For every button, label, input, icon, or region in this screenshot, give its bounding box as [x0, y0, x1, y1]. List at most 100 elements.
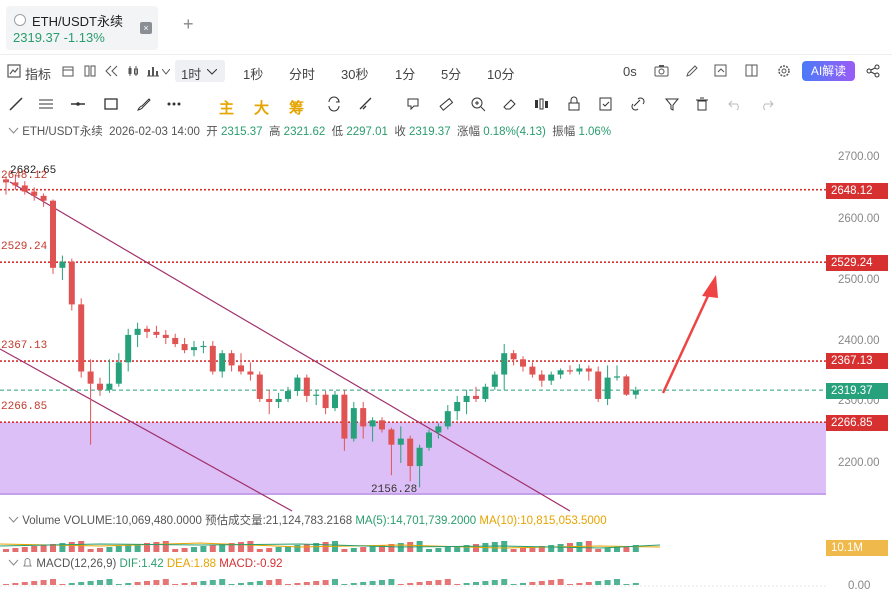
- candle: [473, 395, 479, 399]
- large-order-button[interactable]: 大: [254, 100, 270, 117]
- bar-chart-icon[interactable]: [146, 65, 160, 77]
- add-tab-icon[interactable]: +: [183, 14, 194, 34]
- layout-icon[interactable]: [745, 64, 759, 78]
- chip-distribution-button[interactable]: 筹: [289, 100, 305, 117]
- level-label-2648: 2648.12: [1, 170, 48, 182]
- template-save-icon[interactable]: [598, 96, 614, 112]
- trash-icon[interactable]: [694, 96, 710, 112]
- volume-bar: [181, 548, 188, 552]
- interval-10m[interactable]: 10分: [487, 67, 515, 82]
- bell-icon[interactable]: [22, 557, 33, 568]
- candle: [388, 429, 395, 445]
- candle: [191, 347, 197, 351]
- magnet-icon[interactable]: [358, 96, 374, 112]
- volume-name: Volume: [22, 515, 61, 527]
- collapse-icon[interactable]: [8, 125, 19, 136]
- candle-visibility-icon[interactable]: [534, 96, 550, 112]
- candle: [247, 371, 254, 375]
- macd-bar: [548, 580, 555, 585]
- candle: [341, 394, 348, 439]
- candle: [285, 391, 291, 399]
- filter-icon[interactable]: [664, 96, 680, 112]
- macd-bar: [97, 580, 103, 585]
- open-label: 开: [206, 126, 218, 138]
- collapse-icon[interactable]: [8, 557, 19, 568]
- candle: [125, 334, 132, 363]
- collapse-icon[interactable]: [8, 514, 19, 525]
- close-icon[interactable]: ×: [140, 22, 152, 34]
- template-icon[interactable]: [62, 65, 74, 77]
- candle: [181, 344, 188, 351]
- macd-bar: [388, 579, 395, 585]
- candle: [491, 374, 498, 387]
- candle: [557, 370, 564, 375]
- volume-bar: [3, 549, 9, 552]
- text-note-icon[interactable]: [406, 96, 422, 112]
- rectangle-icon[interactable]: [103, 96, 119, 112]
- symbol-tab[interactable]: ETH/USDT永续 2319.37 -1.13% ×: [6, 6, 158, 50]
- sync-icon[interactable]: [326, 96, 342, 112]
- main-force-button[interactable]: 主: [219, 100, 235, 117]
- indicator-button[interactable]: 指标: [25, 67, 52, 82]
- redo-icon[interactable]: [759, 96, 775, 112]
- interval-1m[interactable]: 1分: [395, 67, 416, 82]
- alert-icon[interactable]: [714, 64, 728, 78]
- macd-bar: [21, 582, 28, 585]
- macd-bar: [275, 579, 282, 585]
- settings-icon[interactable]: [777, 64, 791, 78]
- volume-bar: [31, 546, 38, 552]
- brush-icon[interactable]: [136, 96, 152, 112]
- chevron-down-icon[interactable]: [207, 69, 217, 75]
- volume-bar: [360, 547, 367, 552]
- link-icon[interactable]: [630, 96, 646, 112]
- macd-bar: [614, 579, 620, 585]
- share-icon[interactable]: [866, 64, 880, 78]
- interval-1h-button[interactable]: [175, 60, 225, 82]
- compare-icon[interactable]: [84, 65, 96, 77]
- candle-type-icon[interactable]: [127, 65, 140, 77]
- drawing-toolbar: 主 大 筹: [0, 92, 892, 117]
- macd-bar: [200, 581, 207, 585]
- more-icon[interactable]: [166, 96, 182, 112]
- volume-bar: [604, 548, 611, 552]
- volume-bar: [379, 545, 385, 552]
- interval-1s[interactable]: 1秒: [243, 67, 264, 82]
- lock-icon[interactable]: [566, 96, 582, 112]
- volume-bar: [97, 548, 103, 552]
- eraser-icon[interactable]: [502, 96, 518, 112]
- interval-30s[interactable]: 30秒: [341, 67, 369, 82]
- macd-bar: [332, 579, 338, 585]
- camera-icon[interactable]: [654, 64, 669, 77]
- level-label-2367: 2367.13: [1, 340, 48, 352]
- volume-bar: [435, 548, 442, 552]
- candle: [162, 334, 169, 338]
- trend-line-lower: [0, 348, 293, 512]
- macd-bar: [191, 582, 197, 585]
- volume-ma5-line: [0, 543, 661, 549]
- candle: [68, 261, 75, 305]
- volume-bar: [473, 544, 479, 552]
- indicator-icon[interactable]: [7, 64, 21, 78]
- candle: [31, 191, 38, 196]
- macd-bar: [322, 580, 329, 585]
- volume-bar: [219, 544, 226, 552]
- horizontal-lines-icon[interactable]: [38, 96, 54, 112]
- replay-icon[interactable]: [105, 65, 118, 77]
- horizontal-ray-icon[interactable]: [70, 96, 86, 112]
- candlestick-chart[interactable]: [0, 140, 892, 596]
- volume-ma5: MA(5):14,701,739.2000: [355, 515, 477, 527]
- predicted-volume: 预估成交量:21,124,783.2168: [205, 515, 353, 527]
- interval-5m[interactable]: 5分: [441, 67, 462, 82]
- volume-bar: [275, 547, 282, 552]
- ai-analysis-button[interactable]: AI解读: [802, 61, 855, 81]
- undo-icon[interactable]: [727, 96, 743, 112]
- zoom-in-icon[interactable]: [470, 96, 486, 112]
- chevron-down-icon[interactable]: [162, 69, 170, 75]
- macd-value: MACD:-0.92: [219, 558, 283, 570]
- macd-bar: [501, 579, 508, 585]
- trend-line-icon[interactable]: [8, 96, 24, 112]
- edit-icon[interactable]: [685, 64, 699, 78]
- interval-timeshare[interactable]: 分时: [289, 67, 316, 82]
- ruler-icon[interactable]: [438, 96, 454, 112]
- volume-bar: [595, 549, 602, 552]
